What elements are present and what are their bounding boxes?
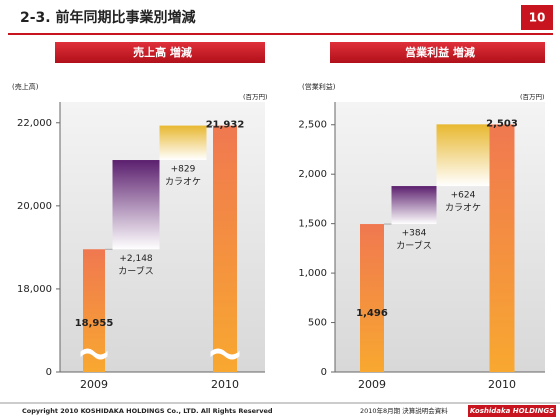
bar	[391, 186, 437, 225]
axis-break	[80, 348, 108, 360]
y-tick-label: 1,500	[298, 219, 327, 230]
value-label: 21,932	[206, 120, 245, 131]
chart-title: 売上高 増減	[133, 45, 192, 59]
value-label: 2,503	[486, 118, 518, 129]
y-tick-label: 0	[321, 367, 327, 378]
y-tick-label: 20,000	[17, 201, 52, 212]
category-label: カーブス	[118, 265, 153, 277]
panel-header	[55, 42, 265, 63]
value-label: +2,148	[119, 254, 153, 264]
value-label: +384	[402, 229, 427, 239]
y-tick-label: 500	[308, 318, 327, 329]
value-label: 1,496	[356, 308, 388, 319]
y-axis-label: (営業利益)	[302, 82, 336, 91]
value-label: 18,955	[75, 318, 114, 329]
bar	[112, 160, 160, 250]
logo-box	[468, 405, 556, 417]
chart-title: 営業利益 増減	[405, 45, 475, 59]
copyright: Copyright 2010 KOSHIDAKA HOLDINGS Co., L…	[22, 407, 273, 415]
panel-header	[330, 42, 545, 63]
x-tick-label: 2009	[80, 378, 108, 391]
x-tick-label: 2009	[358, 378, 386, 391]
unit-label: (百万円)	[520, 93, 545, 101]
value-label: +829	[171, 165, 196, 175]
value-label: +624	[451, 191, 476, 201]
category-label: カーブス	[396, 240, 431, 252]
y-tick-label: 18,000	[17, 284, 52, 295]
slide-title: 2-3. 前年同期比事業別増減	[20, 9, 196, 26]
x-tick-label: 2010	[488, 378, 516, 391]
page-number: 10	[529, 11, 546, 25]
bar	[83, 249, 105, 372]
y-tick-label: 2,000	[298, 169, 327, 180]
x-tick-label: 2010	[211, 378, 239, 391]
unit-label: (百万円)	[243, 93, 268, 101]
category-label: カラオケ	[445, 203, 481, 214]
y-axis-label: (売上高)	[12, 82, 39, 91]
bar	[436, 124, 490, 187]
document-name: 2010年8月期 決算説明会資料	[360, 406, 448, 415]
bar	[159, 125, 207, 161]
bar	[489, 124, 515, 372]
y-tick-label: 0	[46, 367, 52, 378]
y-tick-label: 2,500	[298, 120, 327, 131]
page-number-box	[521, 5, 553, 30]
y-tick-label: 22,000	[17, 118, 52, 129]
axis-break	[210, 348, 240, 360]
category-label: カラオケ	[165, 177, 201, 188]
bar	[360, 224, 384, 372]
bar	[213, 125, 237, 373]
logo: Koshidaka HOLDINGS	[470, 407, 554, 415]
y-tick-label: 1,000	[298, 268, 327, 279]
